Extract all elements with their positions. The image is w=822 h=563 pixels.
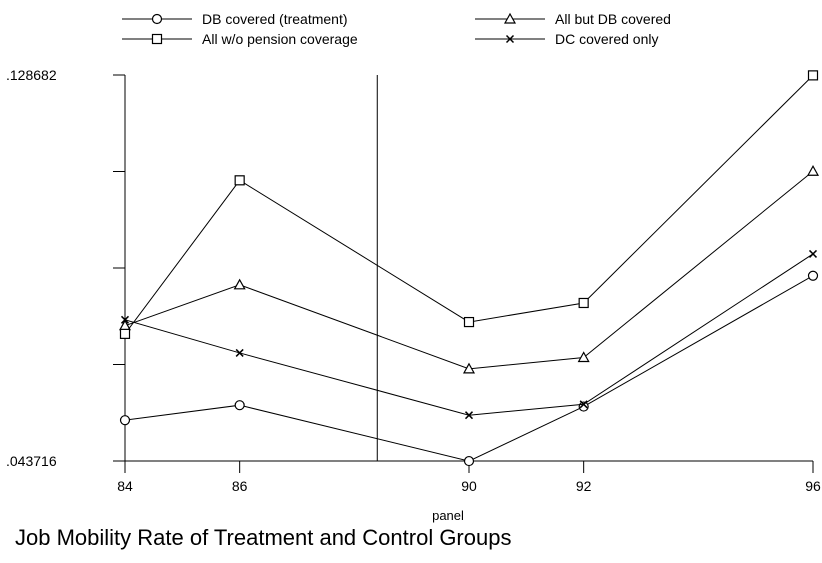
- legend-marker: [503, 12, 517, 24]
- legend-item: All w/o pension coverage: [122, 31, 358, 47]
- data-point: [806, 164, 820, 176]
- series-dc-covered-only: [120, 249, 818, 420]
- data-point: [463, 455, 475, 467]
- data-point: [577, 351, 590, 363]
- data-point: [235, 348, 244, 357]
- legend-label: All but DB covered: [555, 11, 671, 27]
- series-line: [124, 170, 814, 370]
- x-tick-label: 96: [805, 478, 821, 494]
- data-point: [463, 316, 475, 328]
- series-line: [124, 75, 814, 335]
- data-point: [233, 278, 246, 290]
- y-tick-label: .043716: [6, 453, 57, 469]
- legend-marker: [505, 34, 515, 44]
- data-point: [807, 270, 819, 281]
- data-point: [120, 315, 130, 324]
- y-tick-label: .128682: [6, 67, 57, 83]
- data-point: [807, 70, 819, 81]
- data-point: [462, 362, 476, 374]
- x-axis-title: panel: [432, 508, 464, 523]
- series-all-but-db-covered: [118, 164, 820, 374]
- data-point: [464, 411, 474, 420]
- x-tick-label: 90: [461, 478, 477, 494]
- data-point: [119, 415, 131, 426]
- legend-marker: [151, 33, 163, 45]
- data-point: [234, 175, 245, 186]
- legend-label: All w/o pension coverage: [202, 31, 358, 47]
- data-point: [808, 249, 818, 258]
- data-point: [578, 297, 589, 309]
- series-layer: [118, 70, 820, 467]
- legend: DB covered (treatment) All but DB covered…: [122, 11, 671, 47]
- legend-item: DC covered only: [475, 31, 659, 47]
- legend-marker: [151, 13, 163, 25]
- series-db-covered-treatment: [119, 270, 819, 467]
- series-all-w-o-pension-coverage: [119, 70, 819, 339]
- axes: .128682 .043716 84 86 90 92 96: [6, 67, 821, 494]
- x-tick-label: 84: [117, 478, 133, 494]
- data-point: [234, 400, 245, 411]
- legend-label: DB covered (treatment): [202, 11, 348, 27]
- legend-label: DC covered only: [555, 31, 659, 47]
- data-point: [118, 319, 132, 331]
- data-point: [579, 400, 588, 409]
- legend-item: All but DB covered: [475, 11, 671, 27]
- legend-item: DB covered (treatment): [122, 11, 348, 27]
- chart-title: Job Mobility Rate of Treatment and Contr…: [15, 525, 511, 550]
- x-tick-label: 92: [576, 478, 592, 494]
- data-point: [119, 328, 131, 339]
- x-tick-label: 86: [232, 478, 248, 494]
